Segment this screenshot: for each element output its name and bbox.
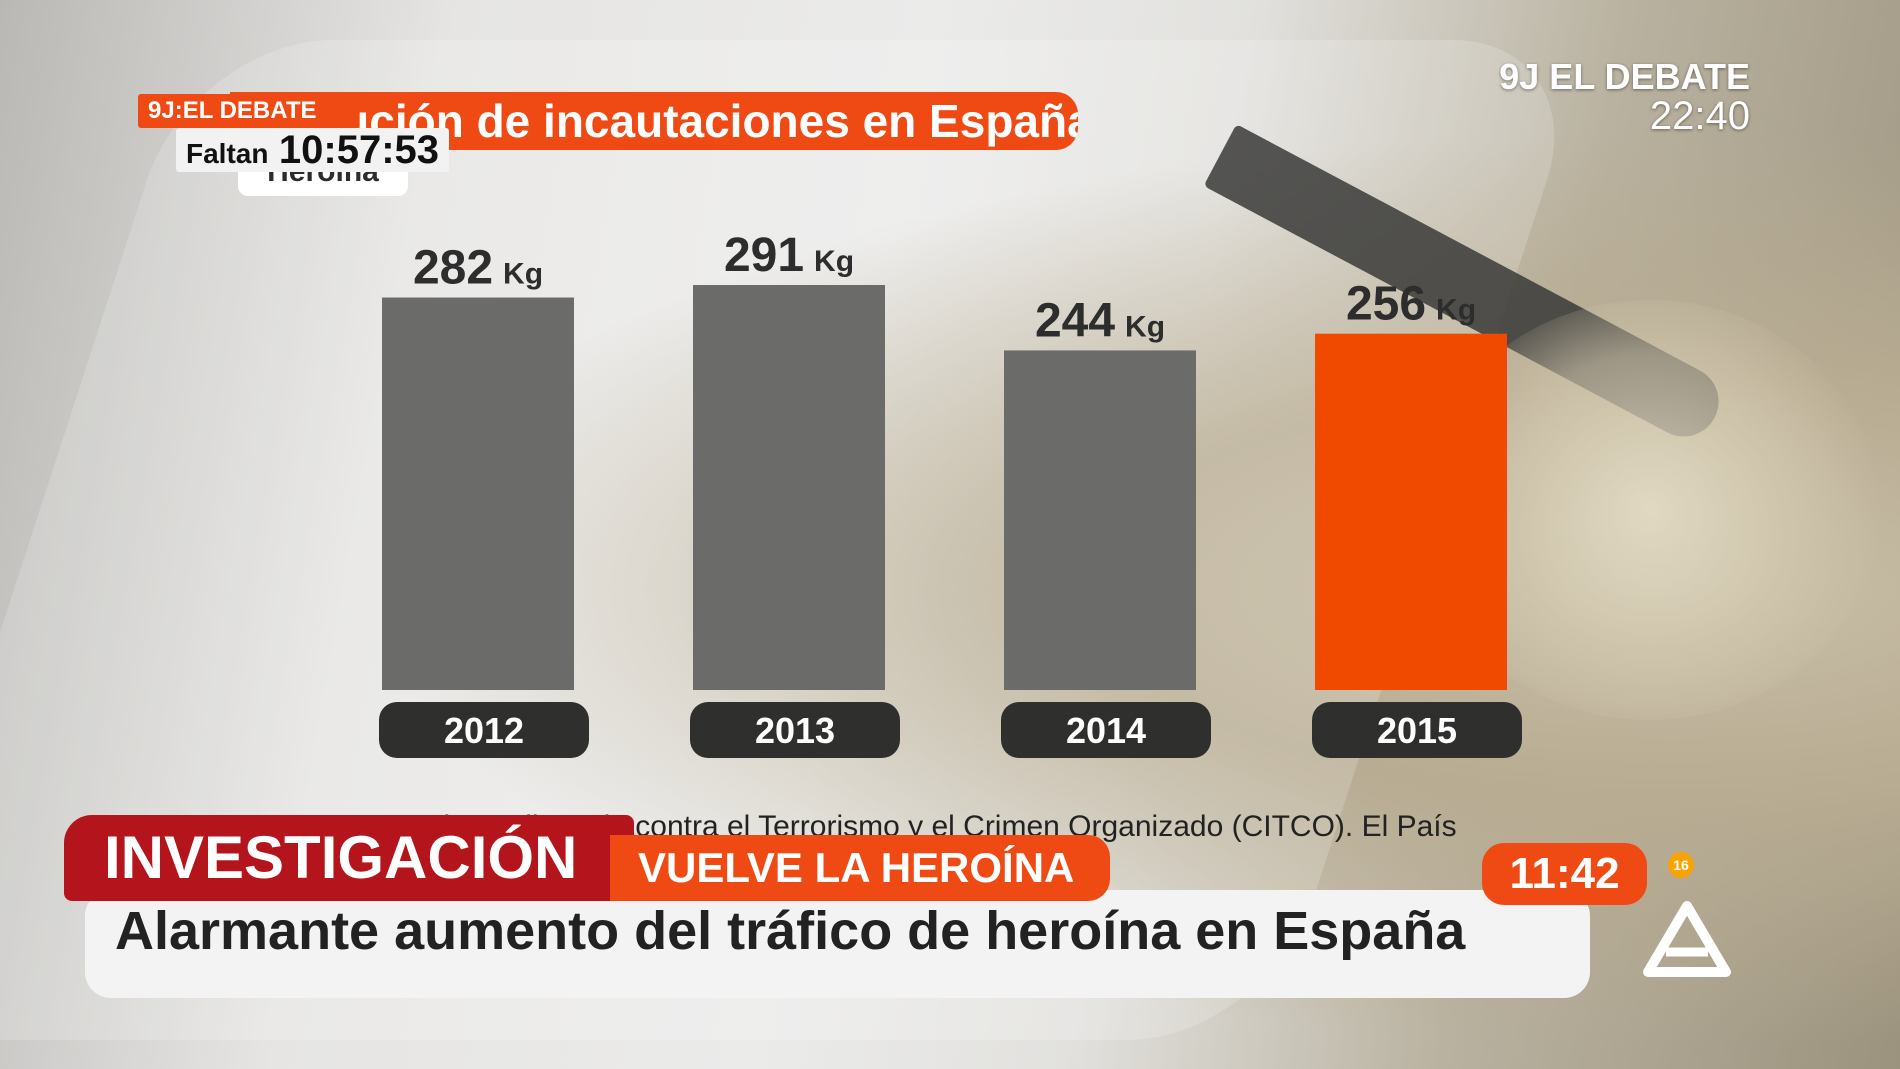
year-pill-2012 xyxy=(379,702,589,758)
program-tag: 9J:EL DEBATE xyxy=(138,94,358,128)
countdown: Faltan 10:57:53 xyxy=(176,128,450,172)
age-rating-badge: 16 xyxy=(1668,852,1694,878)
year-pill-2014 xyxy=(1001,702,1211,758)
program-logo: 9J EL DEBATE 22:40 xyxy=(1470,56,1750,138)
headline: Alarmante aumento del tráfico de heroína… xyxy=(115,901,1466,961)
kicker-label: VUELVE LA HEROÍNA xyxy=(610,835,1110,901)
value-label-2015: 256 Kg xyxy=(1346,278,1476,331)
countdown-time: 10:57:53 xyxy=(278,128,440,172)
value-label-2012: 282 Kg xyxy=(413,242,543,295)
value-label-2013: 291 Kg xyxy=(724,229,854,282)
bar-2012 xyxy=(382,297,574,690)
section-label: INVESTIGACIÓN xyxy=(64,815,634,901)
clock: 11:42 xyxy=(1482,843,1647,905)
program-logo-title: 9J EL DEBATE xyxy=(1499,56,1750,97)
program-logo-time: 22:40 xyxy=(1649,94,1750,138)
bar-2013 xyxy=(693,285,885,690)
value-label-2014: 244 Kg xyxy=(1035,294,1165,347)
category-label-2012: 2012 xyxy=(444,710,524,751)
year-pill-2013 xyxy=(690,702,900,758)
bar-2014 xyxy=(1004,350,1196,690)
antena3-logo-icon xyxy=(1643,901,1731,977)
category-label-2014: 2014 xyxy=(1066,710,1146,751)
lower-third-bar xyxy=(85,890,1590,998)
category-label-2013: 2013 xyxy=(755,710,835,751)
year-pill-2015 xyxy=(1312,702,1522,758)
category-label-2015: 2015 xyxy=(1377,710,1457,751)
bar-2015 xyxy=(1315,333,1507,690)
countdown-label: Faltan xyxy=(186,138,269,169)
